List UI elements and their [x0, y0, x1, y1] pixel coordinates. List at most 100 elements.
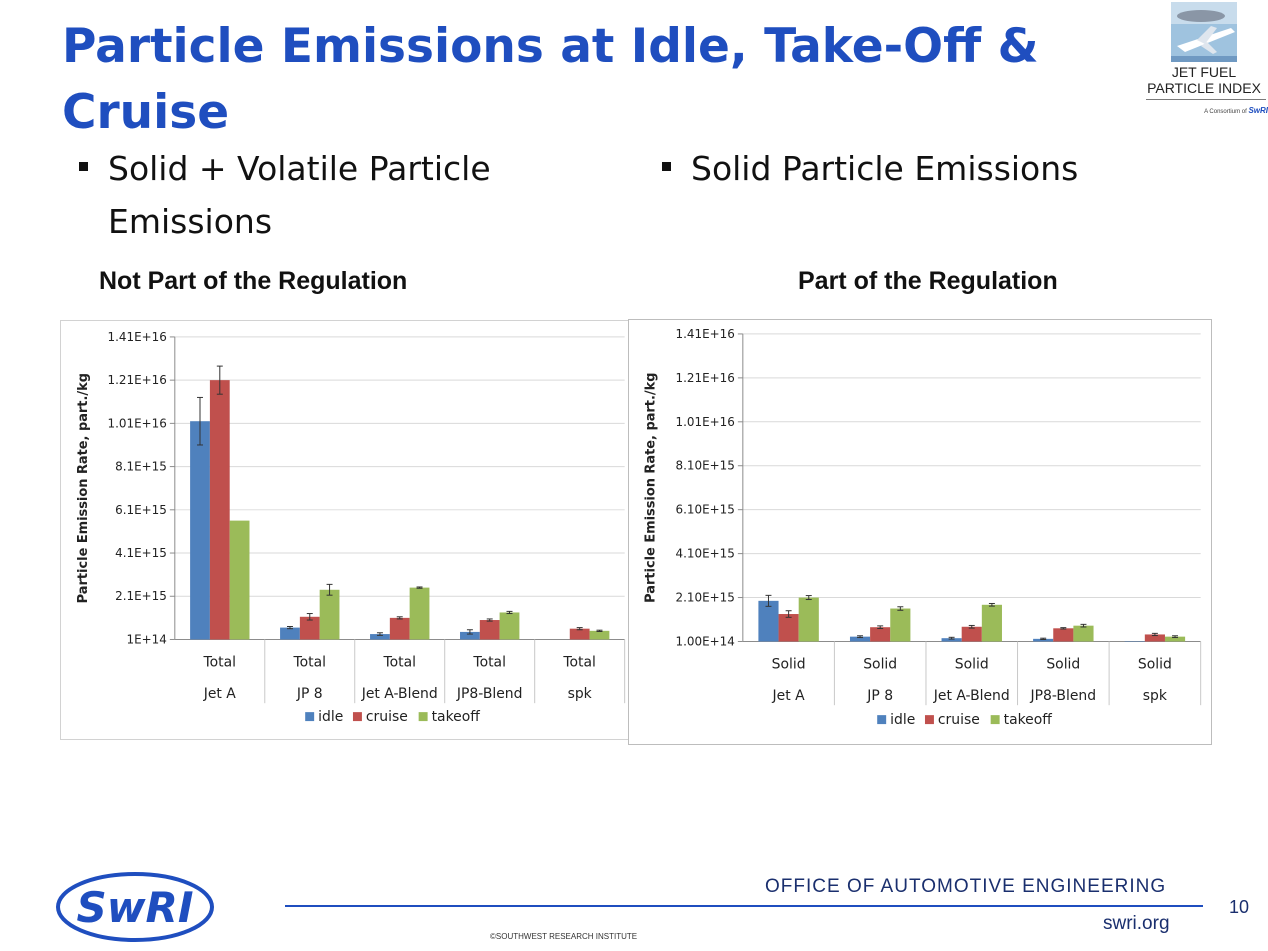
- legend-label-idle: idle: [318, 709, 343, 725]
- y-tick-label: 1.00E+14: [676, 634, 735, 648]
- bullet-text: Solid Particle Emissions: [691, 149, 1079, 188]
- consortium-brand: SwRI: [1248, 106, 1268, 115]
- bullet-text: Solid + Volatile Particle Emissions: [108, 149, 491, 241]
- category-sub-label: Solid: [1046, 656, 1080, 672]
- category-sub-label: Total: [382, 654, 416, 670]
- bar-idle: [1033, 638, 1054, 642]
- office-name: OFFICE OF AUTOMOTIVE ENGINEERING: [765, 876, 1167, 897]
- legend-swatch-idle: [305, 712, 315, 722]
- y-tick-label: 6.10E+15: [676, 503, 735, 517]
- bullet-solid-volatile: Solid + Volatile Particle Emissions: [79, 142, 579, 248]
- chart-legend: idle cruise takeoff: [305, 709, 480, 725]
- category-group-label: JP 8: [296, 686, 323, 702]
- category-sub-label: Solid: [955, 656, 989, 672]
- copyright: ©SOUTHWEST RESEARCH INSTITUTE: [490, 932, 638, 941]
- page-number: 10: [1229, 897, 1250, 917]
- bar-idle: [280, 627, 300, 640]
- y-tick-label: 4.10E+15: [676, 547, 735, 561]
- bar-takeoff: [1073, 625, 1094, 642]
- bar-cruise: [1144, 634, 1165, 642]
- category-sub-label: Solid: [1138, 656, 1172, 672]
- bar-takeoff: [589, 630, 610, 640]
- legend-swatch-cruise: [352, 712, 362, 722]
- bar-takeoff: [1164, 636, 1186, 642]
- y-tick-label: 1.21E+16: [108, 373, 167, 387]
- bar-takeoff: [409, 587, 430, 640]
- y-tick-label: 1.01E+16: [676, 415, 735, 429]
- bar-cruise: [209, 380, 230, 640]
- category-group-label: Jet A-Blend: [933, 688, 1010, 704]
- slide-title: Particle Emissions at Idle, Take-Off & C…: [62, 19, 1039, 140]
- bar-cruise: [569, 628, 590, 640]
- bar-takeoff: [319, 589, 340, 640]
- y-tick-label: 2.10E+15: [676, 591, 735, 605]
- bar-idle: [460, 631, 480, 640]
- chart-total-emissions: 1E+14 2.1E+15 4.1E+15 6.1E+15 8.1E+15 1.01E+1…: [60, 320, 630, 740]
- bar-takeoff: [798, 597, 819, 642]
- bar-cruise: [778, 614, 799, 642]
- category-group-label: JP 8: [866, 688, 893, 704]
- swri-footer-logo: SwRI: [56, 872, 214, 942]
- bar-idle: [941, 638, 962, 642]
- subheading-not-regulation: Not Part of the Regulation: [99, 267, 408, 295]
- chart-total-svg: 1E+14 2.1E+15 4.1E+15 6.1E+15 8.1E+15 1.01E+1…: [76, 330, 626, 725]
- subheading-regulation: Part of the Regulation: [798, 267, 1058, 295]
- logo-divider: [1146, 99, 1266, 100]
- legend-label-cruise: cruise: [938, 712, 980, 728]
- category-group-label: JP8-Blend: [1030, 688, 1097, 704]
- bar-cruise: [389, 617, 410, 640]
- category-sub-label: Total: [293, 654, 327, 670]
- y-tick-label: 1E+14: [127, 632, 167, 646]
- bar-takeoff: [981, 604, 1002, 642]
- category-sub-label: Solid: [772, 656, 806, 672]
- y-tick-label: 1.41E+16: [108, 330, 167, 344]
- category-group-label: spk: [1143, 688, 1168, 704]
- y-tick-label: 8.1E+15: [115, 460, 167, 474]
- consortium-text: A Consortium of: [1204, 109, 1247, 115]
- legend-swatch-cruise: [924, 715, 934, 725]
- bar-idle: [849, 636, 871, 642]
- bar-cruise: [870, 627, 891, 642]
- category-sub-label: Total: [472, 654, 506, 670]
- bar-cruise: [961, 626, 982, 642]
- y-tick-label: 6.1E+15: [115, 503, 167, 517]
- bar-cruise: [299, 616, 320, 640]
- y-tick-label: 8.10E+15: [676, 459, 735, 473]
- legend-label-idle: idle: [890, 712, 915, 728]
- bar-idle: [370, 634, 390, 640]
- category-group-label: Jet A-Blend: [361, 686, 438, 702]
- logo-line1: JET FUEL: [1171, 64, 1237, 80]
- chart-solid-emissions: 1.00E+14 2.10E+15 4.10E+15 6.10E+15 8.10E+15…: [628, 319, 1212, 745]
- legend-swatch-takeoff: [418, 712, 428, 722]
- y-tick-label: 1.01E+16: [108, 416, 167, 430]
- bullet-solid: Solid Particle Emissions: [662, 142, 1182, 195]
- category-group-label: Jet A: [772, 688, 806, 704]
- legend-swatch-idle: [877, 715, 887, 725]
- legend-label-cruise: cruise: [366, 709, 408, 725]
- site-link[interactable]: swri.org: [1103, 913, 1170, 934]
- category-sub-label: Total: [203, 654, 237, 670]
- footer-rule: [285, 905, 1203, 907]
- y-tick-label: 2.1E+15: [115, 589, 167, 603]
- swri-brand-text: SwRI: [76, 883, 193, 932]
- category-sub-label: Solid: [863, 656, 897, 672]
- category-group-label: spk: [568, 686, 593, 702]
- jet-aircraft-icon: [1171, 2, 1237, 62]
- chart-legend: idle cruise takeoff: [877, 712, 1052, 728]
- jet-fuel-particle-index-logo: JET FUEL PARTICLE INDEX A Consortium of …: [1140, 2, 1268, 120]
- bullet-marker: [662, 162, 671, 171]
- y-tick-label: 1.21E+16: [676, 371, 735, 385]
- bar-takeoff: [499, 612, 520, 640]
- bar-cruise: [1053, 628, 1074, 642]
- y-axis-label: Particle Emission Rate, part./kg: [643, 373, 658, 603]
- bar-idle: [190, 421, 210, 640]
- bar-idle: [758, 600, 779, 642]
- bar-cruise: [479, 620, 500, 640]
- category-sub-label: Total: [562, 654, 596, 670]
- y-axis-label: Particle Emission Rate, part./kg: [76, 373, 91, 603]
- category-group-label: JP8-Blend: [456, 686, 523, 702]
- chart-solid-svg: 1.00E+14 2.10E+15 4.10E+15 6.10E+15 8.10E+15…: [643, 327, 1202, 728]
- legend-label-takeoff: takeoff: [1004, 712, 1053, 728]
- bar-takeoff: [890, 608, 911, 642]
- y-tick-label: 1.41E+16: [676, 327, 735, 341]
